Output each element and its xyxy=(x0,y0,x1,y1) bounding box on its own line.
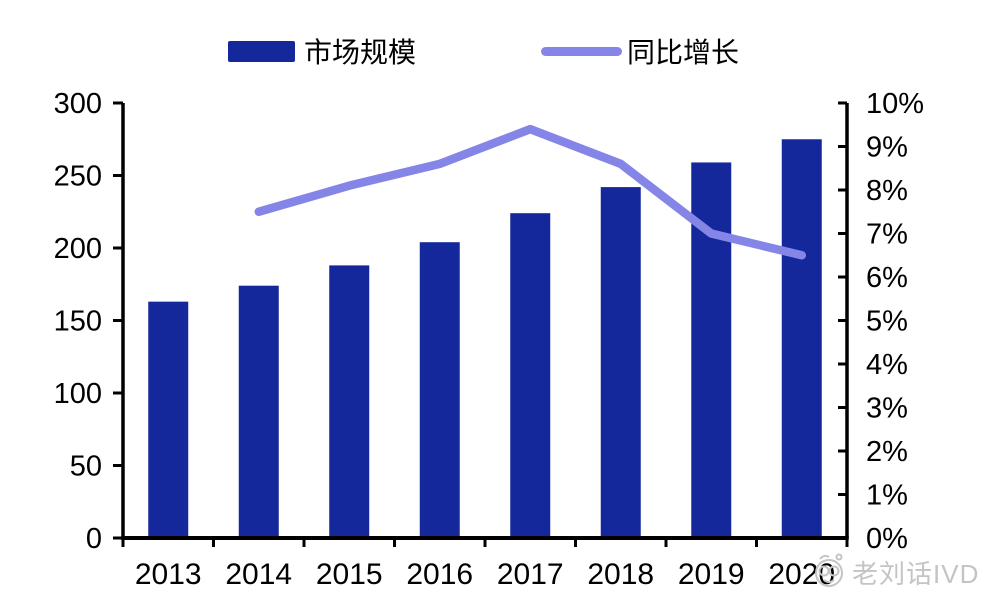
right-axis-tick-label: 5% xyxy=(866,306,908,338)
left-axis-tick-label: 250 xyxy=(54,161,102,193)
legend-item-market-size: 市场规模 xyxy=(228,37,416,68)
bar-2014 xyxy=(238,285,279,538)
bar-2017 xyxy=(510,213,551,538)
left-axis-tick-label: 0 xyxy=(86,523,102,555)
bar-2020 xyxy=(781,139,822,538)
right-axis-tick-label: 4% xyxy=(866,349,908,381)
right-axis-tick-label: 1% xyxy=(866,480,908,512)
bar-2015 xyxy=(329,265,370,538)
right-axis-tick-label: 10% xyxy=(866,88,924,120)
x-axis-category-label: 2016 xyxy=(406,558,473,591)
legend-label-market-size: 市场规模 xyxy=(304,37,417,68)
right-axis-tick-label: 9% xyxy=(866,132,908,164)
x-axis-category-label: 2017 xyxy=(497,558,564,591)
bar-2018 xyxy=(600,187,641,538)
left-axis-tick-label: 300 xyxy=(54,88,102,120)
left-axis-tick-label: 50 xyxy=(70,451,102,483)
x-axis-category-label: 2018 xyxy=(587,558,654,591)
x-axis-category-label: 2015 xyxy=(316,558,383,591)
left-axis-tick-label: 100 xyxy=(54,378,102,410)
bar-2016 xyxy=(419,242,460,538)
right-axis-tick-label: 2% xyxy=(866,436,908,468)
x-axis-category-label: 2019 xyxy=(678,558,745,591)
x-axis-category-label: 2020 xyxy=(768,558,835,591)
legend-bar-swatch xyxy=(228,40,295,62)
right-axis-tick-label: 3% xyxy=(866,393,908,425)
x-axis-category-label: 2013 xyxy=(135,558,202,591)
right-axis-tick-label: 7% xyxy=(866,219,908,251)
legend-label-yoy-growth: 同比增长 xyxy=(627,37,740,68)
left-axis-tick-label: 150 xyxy=(54,306,102,338)
left-axis-tick-label: 200 xyxy=(54,233,102,265)
right-axis-tick-label: 6% xyxy=(866,262,908,294)
right-axis-tick-label: 0% xyxy=(866,523,908,555)
bar-2013 xyxy=(148,301,189,538)
legend-item-yoy-growth: 同比增长 xyxy=(541,37,739,68)
right-axis-tick-label: 8% xyxy=(866,175,908,207)
legend-line-swatch xyxy=(541,46,622,56)
x-axis-category-label: 2014 xyxy=(225,558,292,591)
growth-line xyxy=(254,124,806,260)
